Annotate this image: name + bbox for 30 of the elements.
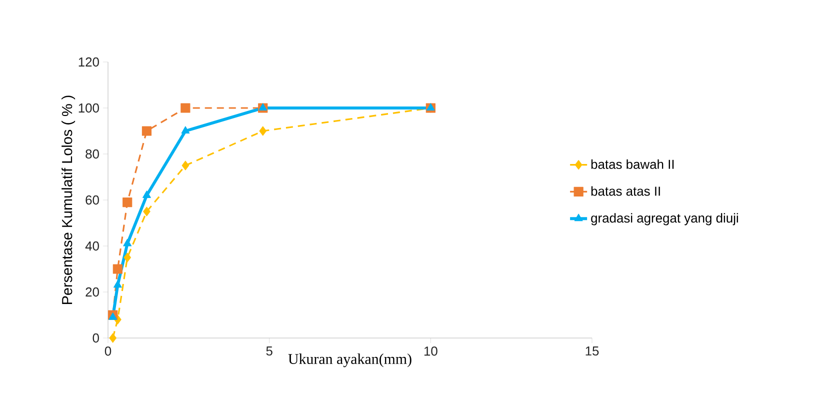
point xyxy=(112,264,122,274)
y-tick-label: 20 xyxy=(86,287,99,297)
legend-label: gradasi agregat yang diuji xyxy=(591,213,738,226)
y-tick-label: 60 xyxy=(86,195,99,205)
point xyxy=(122,197,132,208)
x-tick-label: 5 xyxy=(266,346,272,356)
point xyxy=(124,252,132,262)
point xyxy=(142,190,151,198)
x-axis-title: Ukuran ayakan(mm) xyxy=(288,354,412,368)
y-tick-label: 0 xyxy=(92,333,99,343)
y-axis-title: Persentase Kumulatif Lolos ( % ) xyxy=(62,96,76,304)
point xyxy=(259,126,267,136)
point xyxy=(113,280,122,288)
y-tick-label: 120 xyxy=(78,57,99,67)
y-tick-label: 100 xyxy=(78,103,99,113)
legend-label: batas atas II xyxy=(591,186,660,196)
x-tick-label: 15 xyxy=(586,346,599,356)
point xyxy=(180,103,190,113)
point xyxy=(181,126,190,134)
point xyxy=(182,160,190,170)
y-tick-label: 80 xyxy=(86,149,99,159)
point xyxy=(143,206,150,216)
y-tick-label: 40 xyxy=(85,241,99,251)
point xyxy=(142,126,152,136)
x-tick-label: 0 xyxy=(104,346,112,356)
legend-label: batas bawah II xyxy=(591,159,674,169)
point xyxy=(108,312,118,320)
point xyxy=(109,333,117,343)
x-tick-label: 10 xyxy=(424,346,438,356)
point xyxy=(123,238,132,246)
